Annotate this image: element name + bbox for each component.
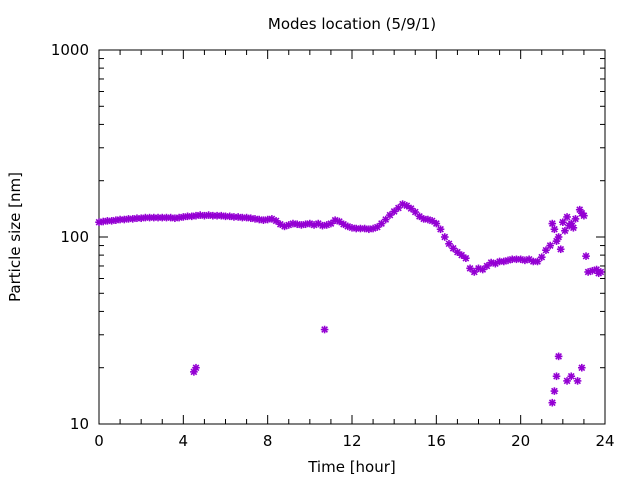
data-point — [548, 219, 557, 228]
data-point — [529, 257, 538, 266]
chart-title: Modes location (5/9/1) — [268, 15, 436, 33]
y-tick-label: 100 — [60, 228, 89, 246]
x-tick-label: 16 — [427, 432, 446, 450]
data-point — [320, 325, 329, 334]
data-point — [571, 215, 580, 223]
data-point — [561, 226, 569, 235]
data-point — [552, 237, 561, 245]
x-tick-label: 20 — [511, 432, 530, 450]
x-axis-ticks: 0 4 8 12 16 20 24 — [94, 50, 615, 450]
y-tick-label: 10 — [70, 415, 89, 433]
x-tick-label: 12 — [342, 432, 361, 450]
plot-frame — [98, 49, 606, 425]
y-axis-label: Particle size [nm] — [6, 172, 24, 302]
data-point — [582, 252, 590, 260]
data-point — [569, 223, 578, 232]
data-points — [95, 200, 605, 407]
y-tick-label: 1000 — [51, 41, 89, 59]
data-point — [578, 363, 586, 372]
data-point — [554, 352, 563, 361]
x-tick-label: 8 — [263, 432, 273, 450]
data-point — [445, 239, 453, 248]
data-point — [550, 387, 559, 395]
x-tick-label: 24 — [595, 432, 614, 450]
data-point — [578, 209, 586, 218]
data-point — [440, 233, 449, 241]
data-point — [550, 225, 559, 234]
x-axis-label: Time [hour] — [307, 458, 396, 476]
data-point — [192, 363, 200, 372]
data-point — [556, 245, 565, 254]
data-point — [563, 377, 571, 385]
data-point — [573, 377, 582, 385]
data-point — [563, 213, 571, 221]
data-point — [335, 217, 344, 226]
data-point — [552, 372, 561, 381]
data-point — [356, 224, 365, 233]
data-point — [546, 241, 554, 250]
data-point — [567, 372, 576, 381]
y-axis-ticks: 10 100 1000 — [51, 41, 605, 433]
data-point — [542, 246, 550, 254]
data-point — [548, 398, 557, 407]
data-point — [559, 218, 567, 226]
data-point — [462, 254, 470, 263]
data-point — [381, 215, 390, 224]
data-point — [432, 219, 441, 228]
data-point — [537, 253, 546, 261]
data-point — [436, 225, 445, 234]
data-point — [495, 257, 504, 266]
data-point — [124, 215, 133, 223]
x-tick-label: 4 — [179, 432, 189, 450]
data-point — [594, 269, 603, 278]
x-tick-label: 0 — [94, 432, 104, 450]
